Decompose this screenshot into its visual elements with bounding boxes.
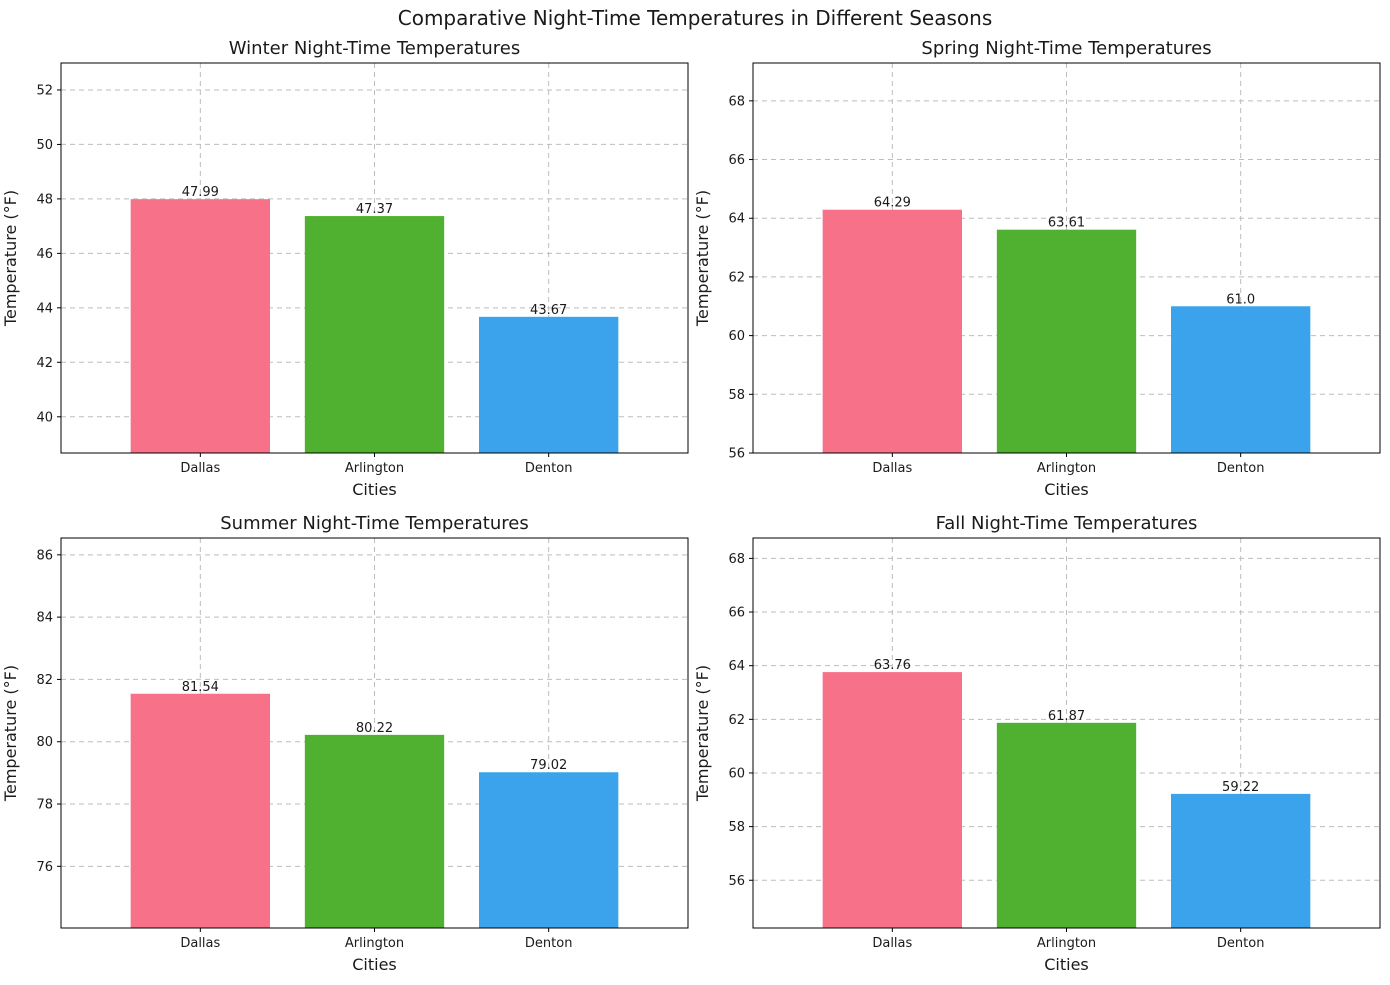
spring-bar-value-label: 64.29 xyxy=(874,196,911,211)
spring-xtick-label: Denton xyxy=(1217,461,1265,476)
fall-xaxis-label: Cities xyxy=(1044,955,1089,974)
spring-bar-denton xyxy=(1171,306,1311,453)
summer-bar-arlington xyxy=(304,734,445,928)
summer-bar-value-label: 79.02 xyxy=(530,758,567,773)
spring-yaxis-label: Temperature (°F) xyxy=(693,190,712,327)
spring-ytick-label: 64 xyxy=(728,212,745,227)
winter-bar-value-label: 47.37 xyxy=(356,202,393,217)
winter-xtick-label: Arlington xyxy=(345,461,404,476)
summer-xaxis-label: Cities xyxy=(352,955,397,974)
fall-ytick-label: 58 xyxy=(728,820,745,835)
spring-bar-value-label: 61.0 xyxy=(1226,292,1255,307)
winter-bar-denton xyxy=(479,316,619,453)
fall-xtick-label: Arlington xyxy=(1037,936,1096,951)
summer-ytick-label: 78 xyxy=(36,798,53,813)
winter-bar-dallas xyxy=(130,199,270,453)
winter-ytick-label: 50 xyxy=(36,138,53,153)
fall-ytick-label: 62 xyxy=(728,713,745,728)
spring-ytick-label: 68 xyxy=(728,94,745,109)
fall-ytick-label: 68 xyxy=(728,552,745,567)
summer-ytick-label: 86 xyxy=(36,548,53,563)
fall-chart: 63.76 61.87 59.22 56 58 60 62 64 66 68 Dallas Arlin… xyxy=(693,513,1381,974)
spring-bar-arlington xyxy=(996,229,1137,453)
fall-ytick-label: 60 xyxy=(728,766,745,781)
fall-xtick-label: Denton xyxy=(1217,936,1265,951)
summer-chart: 81.54 80.22 79.02 76 78 80 82 84 86 Dallas Arlingt… xyxy=(1,513,689,974)
fall-bar-dallas xyxy=(822,672,962,928)
summer-ytick-label: 76 xyxy=(36,860,53,875)
summer-bar-dallas xyxy=(130,693,270,928)
winter-ytick-label: 44 xyxy=(36,301,53,316)
winter-xtick-label: Dallas xyxy=(180,461,220,476)
spring-xtick-label: Arlington xyxy=(1037,461,1096,476)
winter-yaxis-label: Temperature (°F) xyxy=(1,190,20,327)
fall-ytick-label: 64 xyxy=(728,659,745,674)
spring-ytick-label: 62 xyxy=(728,270,745,285)
fall-bar-value-label: 63.76 xyxy=(874,658,911,673)
summer-xtick-label: Dallas xyxy=(180,936,220,951)
fall-ytick-label: 56 xyxy=(728,874,745,889)
fall-bar-denton xyxy=(1171,793,1311,928)
summer-ytick-label: 80 xyxy=(36,735,53,750)
summer-chart-title: Summer Night-Time Temperatures xyxy=(220,513,528,534)
fall-xtick-label: Dallas xyxy=(872,936,912,951)
summer-xtick-label: Denton xyxy=(525,936,573,951)
winter-xaxis-label: Cities xyxy=(352,480,397,499)
summer-ytick-label: 84 xyxy=(36,611,53,626)
winter-xtick-label: Denton xyxy=(525,461,573,476)
winter-ytick-label: 46 xyxy=(36,247,53,262)
fall-bar-value-label: 59.22 xyxy=(1222,780,1259,795)
fall-ytick-label: 66 xyxy=(728,606,745,621)
spring-chart: 64.29 63.61 61.0 56 58 60 62 64 66 68 Dallas Arling… xyxy=(693,38,1381,499)
summer-bar-value-label: 80.22 xyxy=(356,721,393,736)
winter-chart-title: Winter Night-Time Temperatures xyxy=(229,38,520,59)
spring-ytick-label: 58 xyxy=(728,388,745,403)
spring-ytick-label: 60 xyxy=(728,329,745,344)
fall-bar-arlington xyxy=(996,722,1137,928)
winter-bar-value-label: 43.67 xyxy=(530,303,567,318)
winter-bar-value-label: 47.99 xyxy=(182,185,219,200)
spring-xtick-label: Dallas xyxy=(872,461,912,476)
summer-ytick-label: 82 xyxy=(36,673,53,688)
winter-ytick-label: 40 xyxy=(36,410,53,425)
summer-bar-denton xyxy=(479,772,619,928)
spring-ytick-label: 56 xyxy=(728,447,745,462)
winter-ytick-label: 52 xyxy=(36,83,53,98)
winter-ytick-label: 48 xyxy=(36,192,53,207)
winter-chart: 47.99 47.37 43.67 40 42 44 46 48 50 52 Dallas Arlin… xyxy=(1,38,689,499)
fall-bar-value-label: 61.87 xyxy=(1048,709,1085,724)
summer-xtick-label: Arlington xyxy=(345,936,404,951)
summer-yaxis-label: Temperature (°F) xyxy=(1,665,20,802)
spring-bar-dallas xyxy=(822,209,962,453)
spring-xaxis-label: Cities xyxy=(1044,480,1089,499)
spring-chart-title: Spring Night-Time Temperatures xyxy=(921,38,1211,59)
figure-suptitle: Comparative Night-Time Temperatures in D… xyxy=(398,6,993,30)
fall-chart-title: Fall Night-Time Temperatures xyxy=(936,513,1198,534)
winter-ytick-label: 42 xyxy=(36,356,53,371)
winter-bar-arlington xyxy=(304,216,445,453)
subplots-grid: 47.99 47.37 43.67 40 42 44 46 48 50 52 Dallas Arlin… xyxy=(1,38,1381,974)
fall-yaxis-label: Temperature (°F) xyxy=(693,665,712,802)
spring-bar-value-label: 63.61 xyxy=(1048,216,1085,231)
summer-bar-value-label: 81.54 xyxy=(182,680,219,695)
spring-ytick-label: 66 xyxy=(728,153,745,168)
